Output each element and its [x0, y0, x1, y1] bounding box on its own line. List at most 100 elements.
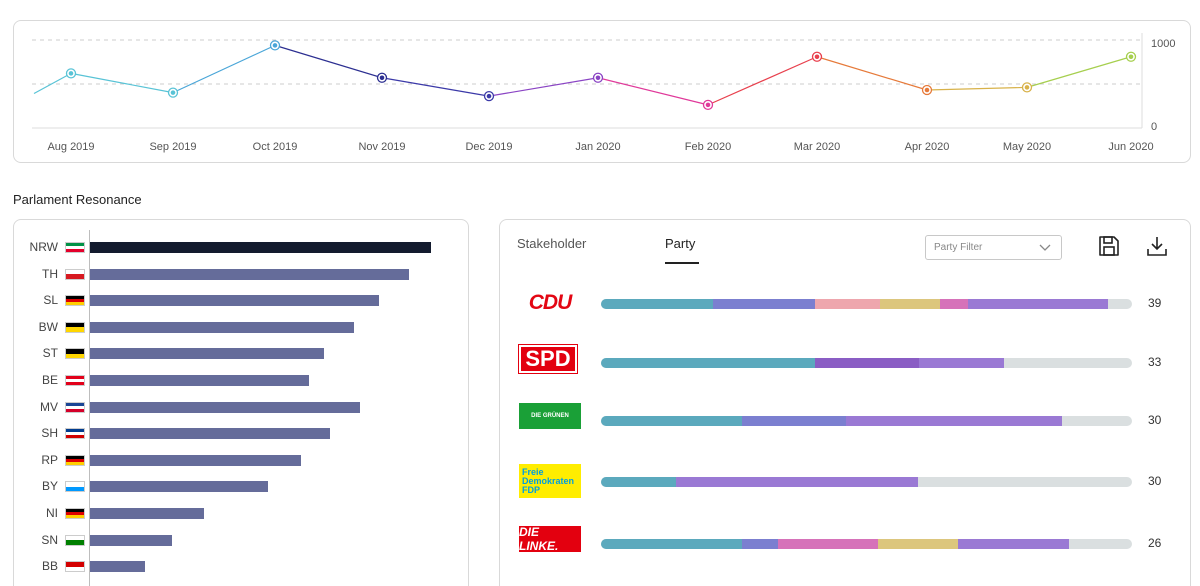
state-label: SN [41, 532, 58, 547]
state-row[interactable]: BY [14, 473, 468, 499]
party-row[interactable]: DIE GRÜNEN 30 [500, 403, 1190, 439]
state-flag-icon [65, 508, 85, 519]
state-label: NI [46, 506, 58, 520]
state-bar[interactable] [90, 321, 354, 333]
party-bar-segment[interactable] [958, 539, 1070, 549]
party-bar-segment[interactable] [601, 358, 815, 368]
series-line-segment [381, 77, 490, 97]
state-bar[interactable] [90, 508, 204, 519]
state-bar[interactable] [90, 454, 302, 466]
state-row[interactable]: SL [14, 287, 468, 313]
data-point-dot [924, 87, 930, 93]
state-label: ST [42, 346, 58, 361]
series-line-segment [70, 72, 174, 94]
tab-stakeholder[interactable]: Stakeholder [517, 236, 587, 251]
party-bar-segment[interactable] [919, 358, 1005, 368]
state-row[interactable]: BB [14, 553, 468, 579]
party-row[interactable]: DIE LINKE. 26 [500, 525, 1190, 562]
party-bar-segment[interactable] [601, 416, 743, 426]
party-logo: Freie Demokraten FDP [519, 464, 581, 498]
party-logo: CDU [528, 291, 573, 314]
state-flag-icon [65, 481, 85, 493]
state-flag-icon [65, 375, 85, 386]
state-bar[interactable] [90, 401, 361, 413]
state-row[interactable]: SN [14, 527, 468, 553]
x-tick-label: Apr 2020 [905, 141, 950, 153]
axis-line [89, 230, 90, 586]
party-filter-placeholder: Party Filter [934, 242, 983, 253]
state-bar[interactable] [90, 428, 331, 440]
data-point-dot [486, 93, 492, 99]
party-bar-track [601, 539, 1132, 549]
state-label: BE [41, 373, 58, 387]
state-row[interactable]: ST [14, 340, 468, 366]
state-row[interactable]: SH [14, 420, 468, 446]
x-tick-label: Oct 2019 [253, 141, 298, 153]
state-bar[interactable] [90, 561, 145, 573]
party-bar-segment[interactable] [778, 539, 879, 549]
state-bar[interactable] [90, 295, 379, 307]
state-flag-icon [65, 242, 85, 253]
party-bar-segment[interactable] [601, 299, 714, 309]
state-row[interactable]: NRW [14, 234, 468, 260]
state-label: RP [41, 452, 58, 467]
party-bar-segment[interactable] [601, 477, 676, 487]
party-bar-segment[interactable] [879, 299, 940, 309]
party-panel: Stakeholder Party Party Filter CDU 39 SPD 3… [499, 219, 1191, 586]
party-bar-segment[interactable] [601, 539, 743, 549]
data-point-dot [814, 54, 820, 60]
series-line-segment [707, 56, 818, 106]
party-filter-select[interactable]: Party Filter [925, 235, 1062, 260]
state-label: TH [42, 266, 58, 281]
state-flag-icon [65, 534, 85, 546]
state-bar[interactable] [90, 348, 324, 360]
state-bar[interactable] [90, 481, 268, 493]
state-label: BB [41, 559, 58, 574]
state-row[interactable]: BW [14, 314, 468, 340]
state-row[interactable]: RP [14, 447, 468, 473]
states-bar-chart: NRW TH SL BW ST BE MV SH RP BY NI SN BB [13, 219, 469, 586]
party-count: 39 [1148, 296, 1162, 310]
party-bar-segment[interactable] [675, 477, 918, 487]
state-row[interactable]: NI [14, 500, 468, 526]
section-title: Parlament Resonance [13, 192, 142, 207]
state-label: SH [41, 426, 58, 441]
x-tick-label: Dec 2019 [465, 141, 512, 153]
save-icon[interactable] [1098, 235, 1120, 257]
state-bar[interactable] [90, 242, 431, 253]
party-row[interactable]: CDU 39 [500, 286, 1190, 322]
party-bar-segment[interactable] [742, 416, 847, 426]
download-icon[interactable] [1146, 235, 1168, 257]
series-line-segment [926, 86, 1028, 91]
state-flag-icon [65, 561, 85, 573]
timeline-chart: 1000 0 Aug 2019 Sep 2019 Oct 2019 Nov 2019 Dec… [32, 33, 1175, 153]
series-line-segment [488, 77, 599, 97]
party-bar-segment[interactable] [878, 539, 959, 549]
party-bar-track [601, 358, 1132, 368]
state-flag-icon [65, 348, 85, 360]
y-tick-label: 0 [1151, 121, 1157, 133]
x-tick-label: Sep 2019 [149, 141, 196, 153]
party-bar-segment[interactable] [814, 358, 920, 368]
series-line-segment [33, 72, 72, 95]
party-row[interactable]: SPD 33 [500, 344, 1190, 381]
tab-party[interactable]: Party [665, 236, 696, 251]
state-bar[interactable] [90, 268, 409, 280]
state-row[interactable]: TH [14, 261, 468, 287]
series-line-segment [816, 56, 928, 91]
party-bar-segment[interactable] [742, 539, 779, 549]
state-bar[interactable] [90, 534, 172, 546]
series-line-segment [172, 44, 276, 94]
state-row[interactable]: BE [14, 367, 468, 393]
active-tab-indicator [665, 262, 699, 264]
state-row[interactable]: MV [14, 394, 468, 420]
party-bar-segment[interactable] [967, 299, 1109, 309]
data-point-dot [1024, 85, 1030, 90]
party-bar-segment[interactable] [713, 299, 815, 309]
party-row[interactable]: Freie Demokraten FDP 30 [500, 464, 1190, 500]
party-bar-segment[interactable] [939, 299, 968, 309]
state-bar[interactable] [90, 375, 309, 386]
party-bar-segment[interactable] [814, 299, 880, 309]
party-bar-segment[interactable] [846, 416, 1063, 426]
party-bar-track [601, 299, 1132, 309]
